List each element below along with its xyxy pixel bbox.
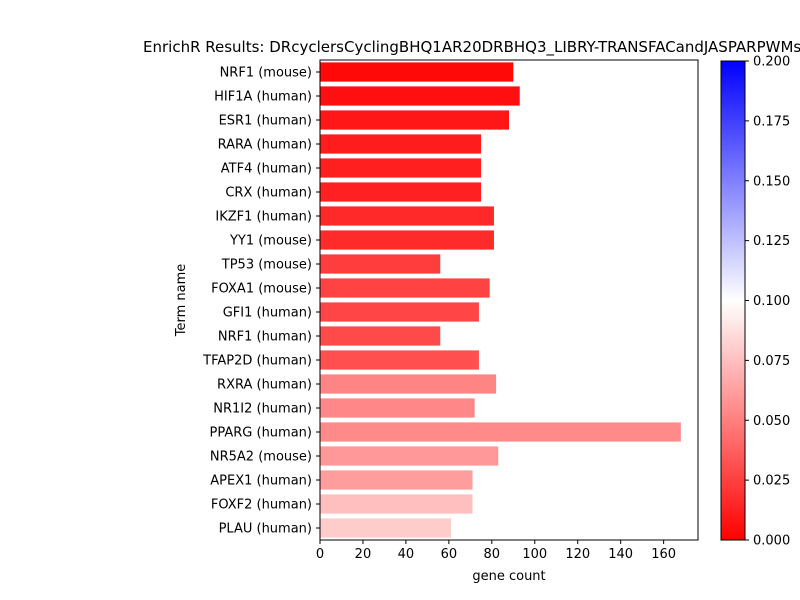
x-tick-label: 100 xyxy=(522,547,547,562)
colorbar-tick-label: 0.025 xyxy=(753,474,790,489)
colorbar-tick-label: 0.200 xyxy=(753,55,790,70)
bar xyxy=(320,446,499,466)
x-axis-label: gene count xyxy=(472,569,545,584)
bar xyxy=(320,326,441,346)
y-tick-label: RXRA (human) xyxy=(217,378,312,393)
bar xyxy=(320,254,441,274)
bar xyxy=(320,182,482,202)
y-tick-label: PLAU (human) xyxy=(219,522,312,537)
y-tick-label: PPARG (human) xyxy=(210,426,312,441)
y-tick-label: NRF1 (human) xyxy=(218,330,312,345)
y-tick-label: ESR1 (human) xyxy=(219,114,312,129)
colorbar-tick-label: 0.125 xyxy=(753,234,790,249)
bars-group xyxy=(320,62,681,538)
x-ticks-group: 0 20 40 60 80 100 120 140 160 xyxy=(316,540,676,562)
bar xyxy=(320,422,681,442)
y-tick-label: NR5A2 (mouse) xyxy=(210,450,312,465)
y-tick-label: FOXA1 (mouse) xyxy=(211,282,312,297)
bar xyxy=(320,158,482,178)
y-tick-label: NRF1 (mouse) xyxy=(220,66,312,81)
y-ticks-group: NRF1 (mouse) HIF1A (human) ESR1 (human) RAR… xyxy=(202,66,320,537)
y-tick-label: TFAP2D (human) xyxy=(202,354,312,369)
y-tick-label: ATF4 (human) xyxy=(221,162,312,177)
y-tick-label: NR1I2 (human) xyxy=(213,402,312,417)
y-axis-label: Term name xyxy=(174,264,189,338)
colorbar-tick-label: 0.050 xyxy=(753,414,790,429)
bar xyxy=(320,110,509,130)
y-tick-label: TP53 (mouse) xyxy=(221,258,312,273)
colorbar xyxy=(720,60,746,541)
colorbar-tick-label: 0.000 xyxy=(753,534,790,549)
x-tick-label: 80 xyxy=(484,547,501,562)
y-tick-label: IKZF1 (human) xyxy=(215,210,312,225)
bar xyxy=(320,230,494,250)
y-tick-label: APEX1 (human) xyxy=(210,474,312,489)
chart-title: EnrichR Results: DRcyclersCyclingBHQ1AR2… xyxy=(143,38,800,57)
y-tick-label: YY1 (mouse) xyxy=(229,234,312,249)
x-tick-label: 160 xyxy=(651,547,676,562)
colorbar-tick-label: 0.175 xyxy=(753,114,790,129)
bar xyxy=(320,350,479,370)
bar xyxy=(320,134,482,154)
plot-frame xyxy=(319,59,699,541)
bar xyxy=(320,206,494,226)
x-tick-label: 120 xyxy=(565,547,590,562)
colorbar-tick-label: 0.100 xyxy=(753,294,790,309)
y-tick-label: FOXF2 (human) xyxy=(211,498,312,513)
x-tick-label: 20 xyxy=(355,547,372,562)
y-tick-label: GFI1 (human) xyxy=(223,306,312,321)
x-tick-label: 140 xyxy=(608,547,633,562)
bar xyxy=(320,86,520,106)
colorbar-tick-label: 0.150 xyxy=(753,174,790,189)
bar xyxy=(320,302,479,322)
bar xyxy=(320,518,452,538)
y-tick-label: HIF1A (human) xyxy=(214,90,312,105)
x-tick-label: 60 xyxy=(441,547,458,562)
y-tick-label: RARA (human) xyxy=(218,138,312,153)
bar xyxy=(320,278,490,298)
bar xyxy=(320,494,473,514)
colorbar-tick-label: 0.075 xyxy=(753,354,790,369)
y-tick-label: CRX (human) xyxy=(225,186,312,201)
colorbar-ticks-group: 0.000 0.025 0.050 0.075 0.100 0.125 0.150 0.175… xyxy=(745,55,790,549)
bar xyxy=(320,62,514,82)
bar xyxy=(320,374,497,394)
x-tick-label: 0 xyxy=(316,547,324,562)
bar xyxy=(320,470,473,490)
x-tick-label: 40 xyxy=(398,547,415,562)
bar xyxy=(320,398,475,418)
